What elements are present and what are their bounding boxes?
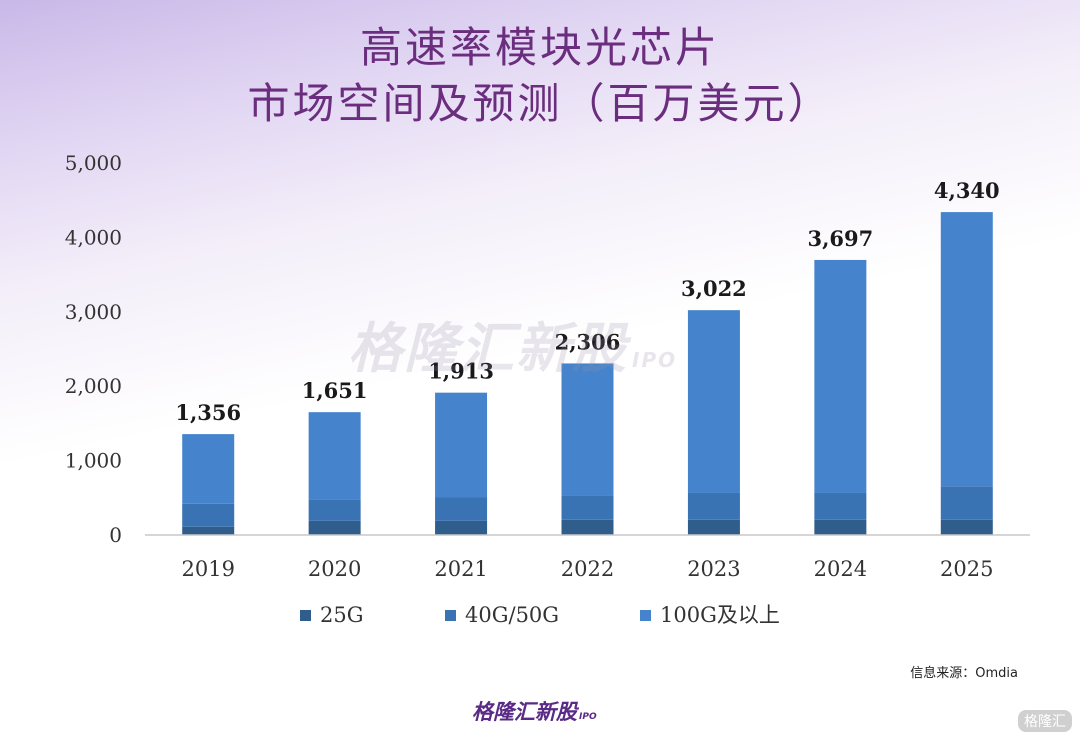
- x-tick-label: 2022: [561, 557, 614, 581]
- data-label: 1,356: [175, 400, 241, 425]
- x-axis: 2019 2020 2021 2022 2023 2024 2025: [145, 534, 1030, 581]
- x-tick-label: 2020: [308, 557, 361, 581]
- bars: [182, 212, 993, 535]
- bar-segment: [308, 412, 361, 500]
- x-tick-label: 2021: [434, 557, 487, 581]
- bar-segment: [308, 499, 361, 521]
- bar-segment: [814, 519, 867, 535]
- source-note: 信息来源：Omdia: [910, 666, 1018, 681]
- legend-label: 40G/50G: [465, 603, 559, 627]
- bar-segment: [561, 519, 614, 535]
- data-label: 1,913: [428, 359, 494, 384]
- data-label: 2,306: [555, 329, 621, 354]
- x-tick-label: 2024: [814, 557, 867, 581]
- bar-segment: [182, 526, 235, 535]
- legend: 25G 40G/50G 100G及以上: [300, 603, 780, 627]
- chart-title-line2: 市场空间及预测（百万美元）: [247, 79, 833, 128]
- bar-segment: [687, 519, 740, 535]
- corner-watermark: 格隆汇: [1018, 710, 1072, 732]
- footer-logo-sub: IPO: [579, 712, 597, 722]
- x-tick-label: 2019: [181, 557, 234, 581]
- data-label: 4,340: [934, 178, 1000, 203]
- data-label: 3,022: [681, 276, 747, 301]
- y-tick-label: 0: [109, 523, 122, 547]
- bar-segment: [940, 212, 993, 487]
- data-label: 1,651: [302, 378, 368, 403]
- bar-segment: [814, 492, 867, 520]
- legend-label: 100G及以上: [660, 603, 780, 627]
- footer-logo: 格隆汇新股 IPO: [472, 696, 597, 726]
- y-tick-label: 2,000: [65, 374, 122, 398]
- y-tick-label: 3,000: [65, 300, 122, 324]
- y-tick-label: 5,000: [65, 151, 122, 175]
- bar-segment: [687, 310, 740, 493]
- y-tick-label: 4,000: [65, 225, 122, 249]
- bar-segment: [435, 497, 488, 521]
- bar-segment: [940, 486, 993, 520]
- chart-title-line1: 高速率模块光芯片: [359, 23, 720, 72]
- bar-segment: [561, 495, 614, 520]
- x-tick-label: 2023: [687, 557, 740, 581]
- chart-title: 高速率模块光芯片 市场空间及预测（百万美元）: [0, 20, 1080, 132]
- legend-swatch: [445, 610, 456, 621]
- y-tick-label: 1,000: [65, 449, 122, 473]
- bar-segment: [435, 392, 488, 498]
- legend-label: 25G: [320, 603, 364, 627]
- y-axis: 0 1,000 2,000 3,000 4,000 5,000: [65, 151, 122, 547]
- bar-segment: [308, 520, 361, 535]
- bar-segment: [561, 363, 614, 496]
- footer-logo-text: 格隆汇新股: [472, 700, 577, 724]
- legend-swatch: [640, 610, 651, 621]
- x-tick-label: 2025: [940, 557, 993, 581]
- bar-segment: [940, 519, 993, 535]
- bar-segment: [182, 503, 235, 527]
- data-labels: 1,356 1,651 1,913 2,306 3,022 3,697 4,340: [175, 178, 999, 425]
- data-label: 3,697: [807, 226, 873, 251]
- bar-segment: [814, 259, 867, 493]
- legend-swatch: [300, 610, 311, 621]
- bar-segment: [182, 434, 235, 504]
- bar-segment: [435, 520, 488, 535]
- bar-segment: [687, 492, 740, 520]
